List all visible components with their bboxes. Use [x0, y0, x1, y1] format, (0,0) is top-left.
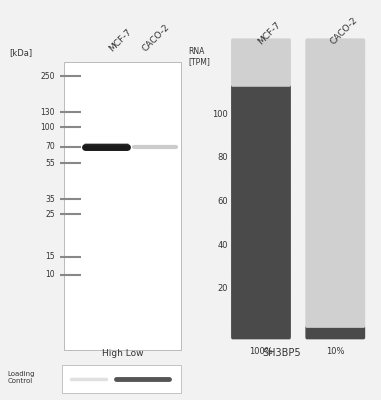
FancyBboxPatch shape [305, 234, 365, 248]
FancyBboxPatch shape [305, 280, 365, 294]
FancyBboxPatch shape [305, 245, 365, 259]
FancyBboxPatch shape [305, 291, 365, 305]
FancyBboxPatch shape [305, 107, 365, 121]
Text: 55: 55 [45, 159, 55, 168]
FancyBboxPatch shape [305, 256, 365, 270]
FancyBboxPatch shape [305, 73, 365, 87]
Text: 100: 100 [40, 123, 55, 132]
FancyBboxPatch shape [231, 280, 291, 294]
FancyBboxPatch shape [305, 176, 365, 190]
Text: MCF-7: MCF-7 [107, 27, 134, 53]
FancyBboxPatch shape [231, 176, 291, 190]
FancyBboxPatch shape [231, 222, 291, 236]
Text: 10%: 10% [326, 347, 344, 356]
Text: 10: 10 [45, 270, 55, 279]
FancyBboxPatch shape [305, 188, 365, 202]
FancyBboxPatch shape [305, 96, 365, 110]
FancyBboxPatch shape [231, 291, 291, 305]
Text: SH3BP5: SH3BP5 [263, 348, 301, 358]
Text: 60: 60 [217, 197, 227, 206]
FancyBboxPatch shape [305, 210, 365, 224]
Text: CACO-2: CACO-2 [141, 22, 172, 53]
FancyBboxPatch shape [231, 314, 291, 328]
FancyBboxPatch shape [305, 268, 365, 282]
FancyBboxPatch shape [231, 268, 291, 282]
FancyBboxPatch shape [305, 50, 365, 64]
FancyBboxPatch shape [305, 119, 365, 133]
FancyBboxPatch shape [231, 256, 291, 270]
FancyBboxPatch shape [231, 188, 291, 202]
FancyBboxPatch shape [305, 222, 365, 236]
FancyBboxPatch shape [231, 165, 291, 179]
FancyBboxPatch shape [305, 84, 365, 98]
FancyBboxPatch shape [62, 365, 181, 393]
FancyBboxPatch shape [231, 73, 291, 87]
FancyBboxPatch shape [231, 38, 291, 52]
FancyBboxPatch shape [231, 245, 291, 259]
Text: High Low: High Low [102, 349, 143, 358]
Text: Loading
Control: Loading Control [8, 371, 35, 384]
FancyBboxPatch shape [231, 50, 291, 64]
FancyBboxPatch shape [231, 84, 291, 98]
Text: 100%: 100% [249, 347, 273, 356]
FancyBboxPatch shape [305, 165, 365, 179]
Text: 130: 130 [40, 108, 55, 117]
FancyBboxPatch shape [305, 61, 365, 75]
FancyBboxPatch shape [305, 325, 365, 339]
FancyBboxPatch shape [305, 130, 365, 144]
Text: 250: 250 [40, 72, 55, 81]
FancyBboxPatch shape [305, 199, 365, 213]
Text: 70: 70 [45, 142, 55, 151]
FancyBboxPatch shape [231, 234, 291, 248]
FancyBboxPatch shape [231, 142, 291, 156]
FancyBboxPatch shape [231, 61, 291, 75]
FancyBboxPatch shape [305, 38, 365, 52]
Text: 25: 25 [45, 210, 55, 218]
Text: [kDa]: [kDa] [10, 48, 32, 58]
FancyBboxPatch shape [231, 199, 291, 213]
FancyBboxPatch shape [231, 119, 291, 133]
FancyBboxPatch shape [231, 107, 291, 121]
Text: 35: 35 [45, 195, 55, 204]
Text: MCF-7: MCF-7 [256, 20, 282, 47]
Text: CACO-2: CACO-2 [328, 16, 359, 47]
Text: 15: 15 [45, 252, 55, 261]
FancyBboxPatch shape [231, 302, 291, 316]
FancyBboxPatch shape [231, 96, 291, 110]
FancyBboxPatch shape [305, 153, 365, 167]
FancyBboxPatch shape [305, 142, 365, 156]
FancyBboxPatch shape [231, 153, 291, 167]
FancyBboxPatch shape [305, 302, 365, 316]
FancyBboxPatch shape [231, 210, 291, 224]
Text: 80: 80 [217, 153, 227, 162]
FancyBboxPatch shape [305, 314, 365, 328]
FancyBboxPatch shape [231, 130, 291, 144]
Text: 40: 40 [217, 241, 227, 250]
Text: 100: 100 [212, 110, 227, 119]
Text: 20: 20 [217, 284, 227, 293]
Text: RNA
[TPM]: RNA [TPM] [189, 47, 210, 66]
FancyBboxPatch shape [231, 325, 291, 339]
FancyBboxPatch shape [64, 62, 181, 350]
